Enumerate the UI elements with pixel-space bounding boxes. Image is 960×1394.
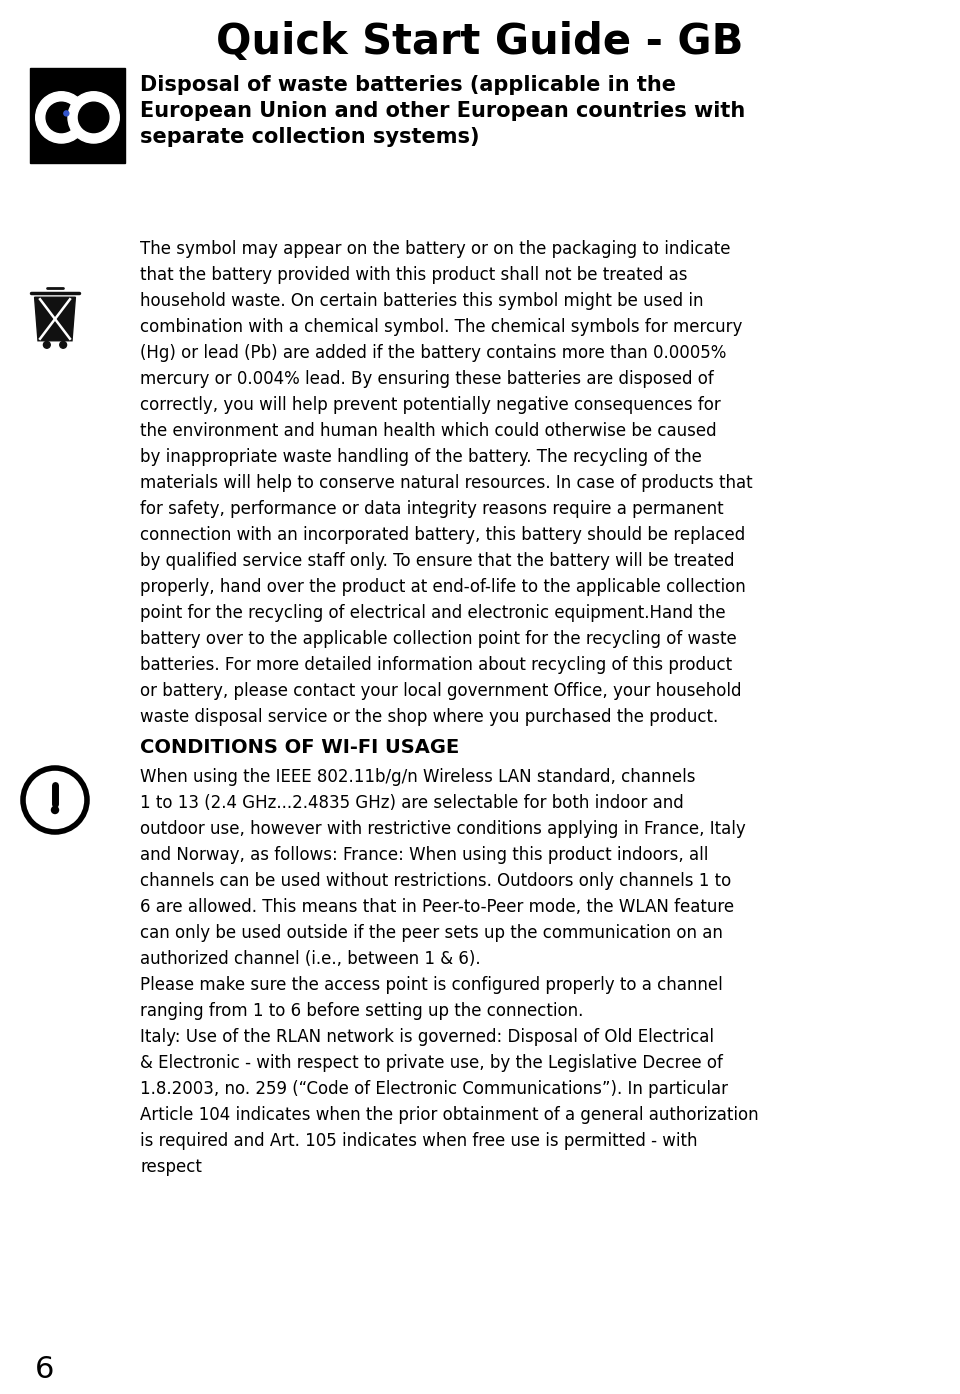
Bar (30, 68, 125, 163)
Text: When using the IEEE 802.11b/g/n Wireless LAN standard, channels: When using the IEEE 802.11b/g/n Wireless… (140, 768, 695, 786)
Polygon shape (35, 297, 76, 340)
Text: point for the recycling of electrical and electronic equipment.Hand the: point for the recycling of electrical an… (140, 604, 726, 622)
Text: materials will help to conserve natural resources. In case of products that: materials will help to conserve natural … (140, 474, 753, 492)
Text: Italy: Use of the RLAN network is governed: Disposal of Old Electrical: Italy: Use of the RLAN network is govern… (140, 1027, 714, 1046)
Text: the environment and human health which could otherwise be caused: the environment and human health which c… (140, 422, 716, 441)
Circle shape (64, 112, 69, 116)
Circle shape (46, 102, 77, 132)
Text: CONDITIONS OF WI-FI USAGE: CONDITIONS OF WI-FI USAGE (140, 737, 459, 757)
Text: mercury or 0.004% lead. By ensuring these batteries are disposed of: mercury or 0.004% lead. By ensuring thes… (140, 369, 713, 388)
Circle shape (68, 92, 119, 144)
Text: by qualified service staff only. To ensure that the battery will be treated: by qualified service staff only. To ensu… (140, 552, 734, 570)
Text: Quick Start Guide - GB: Quick Start Guide - GB (216, 21, 744, 63)
Text: channels can be used without restrictions. Outdoors only channels 1 to: channels can be used without restriction… (140, 873, 732, 889)
Text: waste disposal service or the shop where you purchased the product.: waste disposal service or the shop where… (140, 708, 718, 726)
Text: connection with an incorporated battery, this battery should be replaced: connection with an incorporated battery,… (140, 526, 745, 544)
Text: batteries. For more detailed information about recycling of this product: batteries. For more detailed information… (140, 657, 732, 675)
Circle shape (23, 768, 87, 832)
Circle shape (79, 102, 108, 132)
Text: can only be used outside if the peer sets up the communication on an: can only be used outside if the peer set… (140, 924, 723, 942)
Text: 6 are allowed. This means that in Peer-to-Peer mode, the WLAN feature: 6 are allowed. This means that in Peer-t… (140, 898, 734, 916)
Text: ranging from 1 to 6 before setting up the connection.: ranging from 1 to 6 before setting up th… (140, 1002, 584, 1020)
Text: respect: respect (140, 1158, 202, 1177)
Text: authorized channel (i.e., between 1 & 6).: authorized channel (i.e., between 1 & 6)… (140, 949, 481, 967)
Text: battery over to the applicable collection point for the recycling of waste: battery over to the applicable collectio… (140, 630, 736, 648)
Text: & Electronic - with respect to private use, by the Legislative Decree of: & Electronic - with respect to private u… (140, 1054, 723, 1072)
Text: is required and Art. 105 indicates when free use is permitted - with: is required and Art. 105 indicates when … (140, 1132, 698, 1150)
Text: (Hg) or lead (Pb) are added if the battery contains more than 0.0005%: (Hg) or lead (Pb) are added if the batte… (140, 344, 727, 362)
Text: 6: 6 (35, 1355, 55, 1384)
Text: by inappropriate waste handling of the battery. The recycling of the: by inappropriate waste handling of the b… (140, 447, 702, 466)
Circle shape (43, 342, 50, 348)
Text: that the battery provided with this product shall not be treated as: that the battery provided with this prod… (140, 266, 687, 284)
Text: outdoor use, however with restrictive conditions applying in France, Italy: outdoor use, however with restrictive co… (140, 820, 746, 838)
Text: 1.8.2003, no. 259 (“Code of Electronic Communications”). In particular: 1.8.2003, no. 259 (“Code of Electronic C… (140, 1080, 728, 1098)
Text: The symbol may appear on the battery or on the packaging to indicate: The symbol may appear on the battery or … (140, 240, 731, 258)
Text: Disposal of waste batteries (applicable in the: Disposal of waste batteries (applicable … (140, 75, 676, 95)
Text: Article 104 indicates when the prior obtainment of a general authorization: Article 104 indicates when the prior obt… (140, 1105, 758, 1124)
Text: separate collection systems): separate collection systems) (140, 127, 479, 146)
Text: properly, hand over the product at end-of-life to the applicable collection: properly, hand over the product at end-o… (140, 579, 746, 597)
Circle shape (36, 92, 87, 144)
Text: and Norway, as follows: France: When using this product indoors, all: and Norway, as follows: France: When usi… (140, 846, 708, 864)
Circle shape (60, 342, 66, 348)
Text: household waste. On certain batteries this symbol might be used in: household waste. On certain batteries th… (140, 291, 704, 309)
Text: for safety, performance or data integrity reasons require a permanent: for safety, performance or data integrit… (140, 500, 724, 519)
Text: 1 to 13 (2.4 GHz...2.4835 GHz) are selectable for both indoor and: 1 to 13 (2.4 GHz...2.4835 GHz) are selec… (140, 795, 684, 811)
Circle shape (52, 807, 59, 814)
Text: correctly, you will help prevent potentially negative consequences for: correctly, you will help prevent potenti… (140, 396, 721, 414)
Text: or battery, please contact your local government Office, your household: or battery, please contact your local go… (140, 682, 741, 700)
Text: Please make sure the access point is configured properly to a channel: Please make sure the access point is con… (140, 976, 723, 994)
Text: European Union and other European countries with: European Union and other European countr… (140, 100, 745, 121)
Text: combination with a chemical symbol. The chemical symbols for mercury: combination with a chemical symbol. The … (140, 318, 742, 336)
